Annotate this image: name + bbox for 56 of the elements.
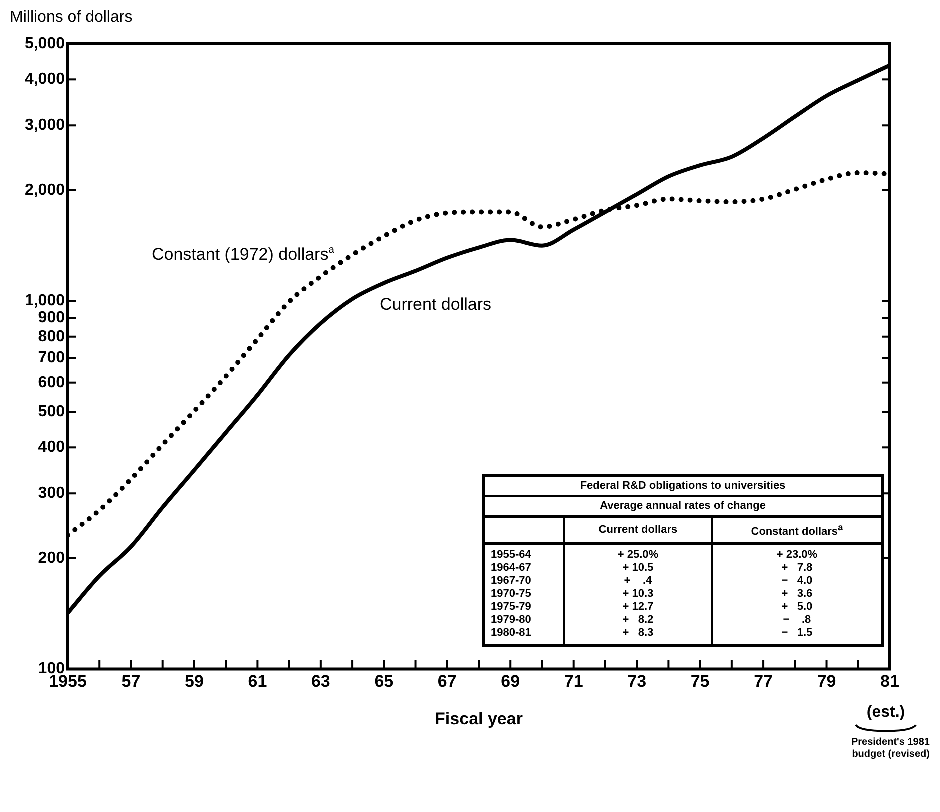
y-tick-label: 1,000 — [24, 292, 66, 310]
text: Federal R&D obligations to universities — [580, 480, 786, 492]
x-tick-label: 79 — [817, 672, 836, 692]
category-label: 1970-75 — [490, 588, 532, 601]
y-tick-label: 800 — [38, 328, 66, 346]
y-tick-label: 400 — [38, 439, 66, 456]
data-label: − 4.0 — [712, 574, 881, 588]
y-tick-label: 900 — [38, 309, 66, 326]
data-label: + 25.0% — [564, 543, 712, 562]
category-label: 1980-81 — [490, 626, 532, 641]
x-tick-label: 73 — [628, 672, 647, 692]
x-axis-title: Fiscal year — [435, 709, 524, 728]
data-label: − .8 — [712, 614, 881, 627]
y-tick-label: 3,000 — [24, 117, 66, 134]
y-tick-label: 300 — [38, 485, 66, 502]
data-label: + 8.3 — [564, 626, 712, 644]
x-tick-label: 81 — [880, 672, 900, 692]
category-label: 1964-67 — [490, 562, 532, 575]
x-tick-label: 75 — [690, 672, 710, 692]
text: Average annual rates of change — [600, 500, 766, 512]
data-label: + .4 — [564, 574, 712, 588]
y-tick-label: 700 — [38, 350, 66, 367]
y-tick-label: 200 — [38, 550, 66, 567]
category-label: 1955-64 — [490, 548, 532, 562]
series-label: Current dollars — [598, 524, 678, 536]
x-tick-label: 67 — [438, 672, 457, 692]
y-tick-label: 5,000 — [24, 35, 66, 52]
data-label: + 3.6 — [712, 588, 881, 601]
data-label: + 5.0 — [712, 600, 881, 614]
data-label: + 23.0% — [712, 543, 881, 562]
text: President's 1981 budget (revised) — [851, 737, 930, 760]
data-label: + 12.7 — [564, 600, 712, 614]
x-tick-label: 77 — [754, 672, 773, 692]
x-tick-label: 69 — [501, 672, 520, 692]
data-label: + 10.5 — [564, 562, 712, 575]
y-tick-label: 600 — [38, 374, 66, 392]
y-tick-label: 4,000 — [24, 71, 66, 88]
x-tick-label: 57 — [122, 672, 141, 692]
x-tick-label: 61 — [248, 672, 268, 692]
data-label: + 10.3 — [564, 588, 712, 601]
data-label: − 1.5 — [712, 626, 881, 644]
x-tick-label: 71 — [564, 672, 584, 692]
category-label: 1975-79 — [490, 600, 532, 614]
x-tick-label: 63 — [311, 672, 330, 692]
text: Constant dollars$^{a}$ — [751, 522, 844, 538]
text: (est.) — [866, 704, 906, 722]
category-label: 1967-70 — [490, 574, 532, 588]
data-label: + 8.2 — [564, 614, 712, 627]
category-label: 1979-80 — [490, 614, 532, 627]
y-axis-title: Millions of dollars — [10, 9, 133, 26]
series-label: Current dollars — [380, 295, 492, 314]
x-tick-label: 59 — [185, 672, 204, 692]
y-tick-label: 500 — [38, 403, 66, 420]
x-tick-label: 65 — [374, 672, 394, 692]
y-tick-label: 2,000 — [24, 182, 66, 199]
data-label: + 7.8 — [712, 562, 881, 575]
